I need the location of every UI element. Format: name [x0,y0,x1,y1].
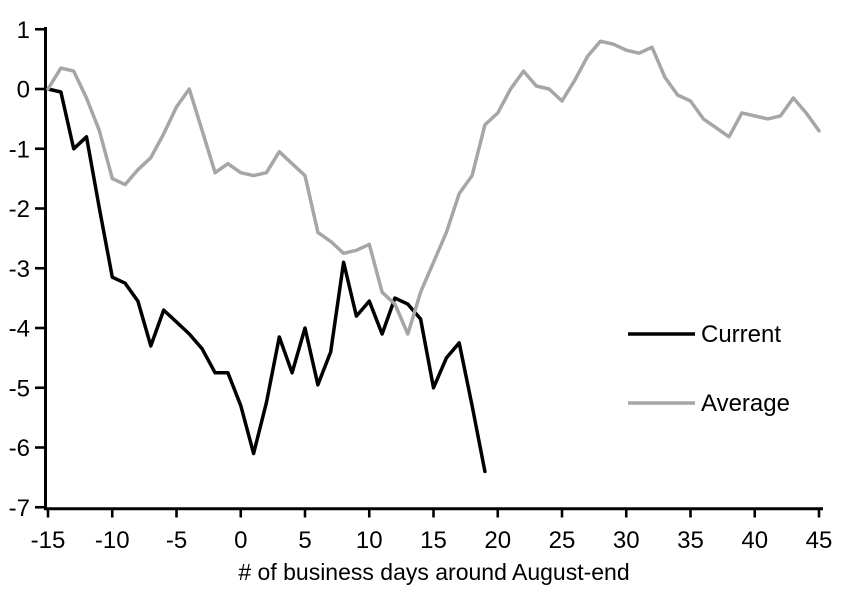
x-tick-label: 35 [677,527,704,554]
y-tick-label: -2 [9,196,30,223]
legend: Current Average [628,321,790,417]
y-tick-label: 1 [17,17,30,44]
x-tick-label: 15 [420,527,447,554]
y-tick-label: -7 [9,495,30,522]
y-tick-label: 0 [17,77,30,104]
x-tick-label: 0 [234,527,247,554]
y-tick-label: -3 [9,256,30,283]
average-line [46,39,821,336]
x-tick-label: 10 [356,527,383,554]
legend-label-current: Current [701,321,781,348]
x-ticks [46,509,821,518]
y-tick-labels: 1 0 -1 -2 -3 -4 -5 -6 -7 [9,17,30,522]
x-tick-label: -5 [166,527,187,554]
x-tick-label: 30 [613,527,640,554]
x-tick-label: 20 [484,527,511,554]
x-tick-label: 5 [298,527,311,554]
y-ticks [35,27,47,509]
x-tick-label: 45 [806,527,833,554]
current-line [46,87,487,474]
y-tick-label: -1 [9,136,30,163]
x-tick-label: -10 [95,527,130,554]
x-tick-labels: -15 -10 -5 0 5 10 15 20 25 30 35 40 45 [31,527,833,554]
x-axis-title: # of business days around August-end [238,559,629,585]
legend-label-average: Average [701,390,790,417]
x-tick-label: 40 [741,527,768,554]
y-tick-label: -4 [9,316,30,343]
y-tick-label: -6 [9,435,30,462]
x-tick-label: -15 [31,527,66,554]
y-tick-label: -5 [9,375,30,402]
x-tick-label: 25 [549,527,576,554]
series-lines [46,39,821,474]
